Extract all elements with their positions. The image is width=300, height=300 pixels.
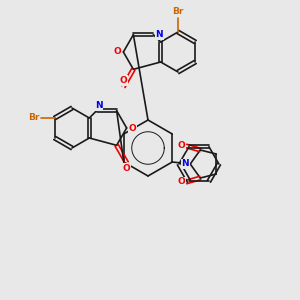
Text: O: O	[177, 142, 185, 151]
Text: O: O	[129, 124, 136, 133]
Text: N: N	[155, 30, 163, 39]
Text: O: O	[113, 47, 121, 56]
Text: N: N	[95, 101, 103, 110]
Text: N: N	[182, 160, 189, 169]
Text: O: O	[123, 164, 130, 173]
Text: Br: Br	[172, 8, 184, 16]
Text: O: O	[119, 76, 127, 85]
Text: O: O	[177, 178, 185, 187]
Text: Br: Br	[28, 113, 39, 122]
